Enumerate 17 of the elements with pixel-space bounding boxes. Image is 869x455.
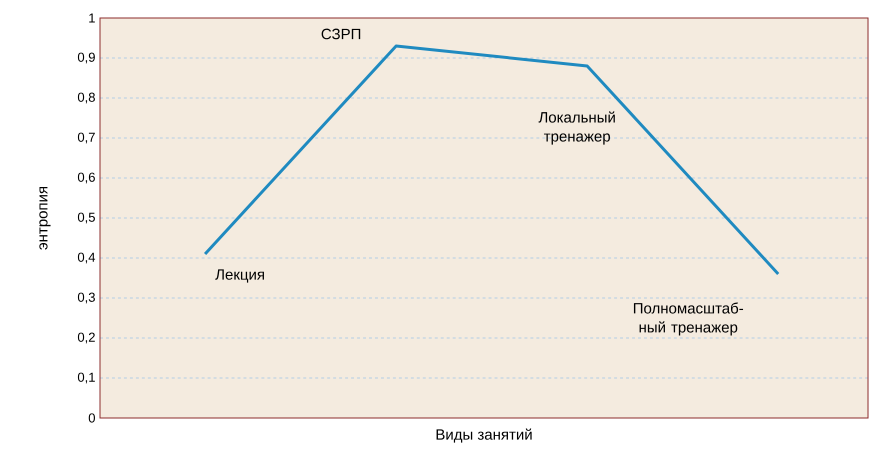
annotation: Локальный тренажер — [538, 111, 615, 145]
annotation: Полномасштаб-ный тренажер — [634, 302, 744, 336]
y-tick-label: 1 — [89, 14, 95, 22]
y-tick-label: 0,1 — [78, 372, 95, 384]
annotation: СЗРП — [322, 28, 360, 40]
y-tick-label: 0,6 — [78, 172, 95, 184]
annotation: Лекция — [215, 269, 264, 283]
y-tick-label: 0,9 — [78, 52, 95, 64]
y-tick-label: 0 — [88, 413, 95, 423]
y-tick-label: 0,8 — [78, 92, 95, 104]
y-tick-label: 0,5 — [78, 212, 95, 224]
y-axis-title: энтропия — [39, 186, 51, 250]
y-tick-label: 0,4 — [78, 252, 96, 264]
x-axis-title: Виды занятий — [436, 428, 532, 443]
y-tick-label: 0,3 — [78, 292, 95, 304]
y-tick-label: 0,7 — [78, 132, 95, 144]
y-tick-label: 0,2 — [78, 332, 95, 344]
